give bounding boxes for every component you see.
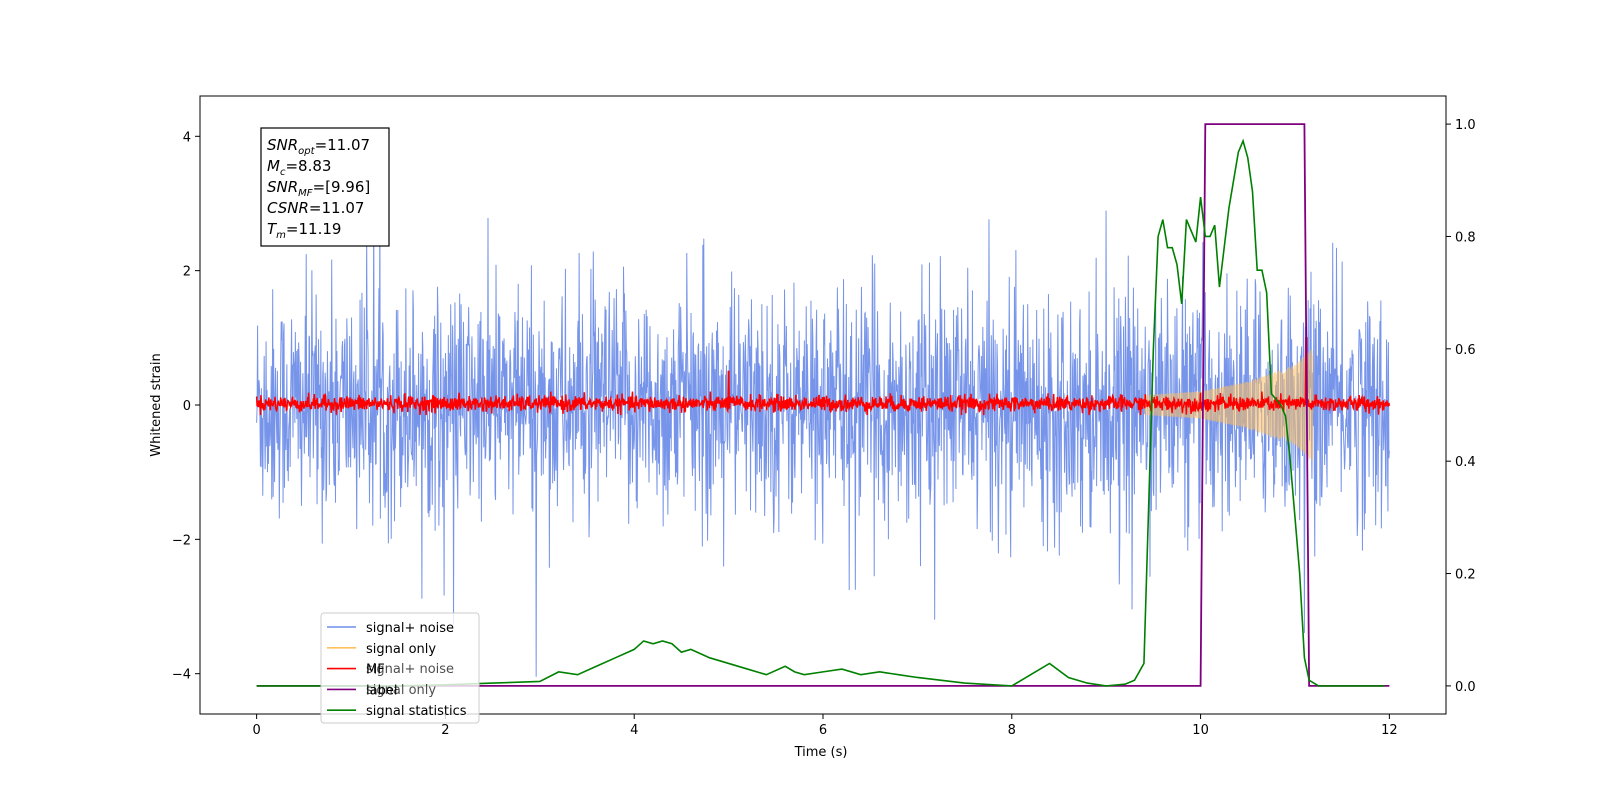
legend-frame	[320, 612, 480, 724]
annotation-symbol: M	[267, 157, 280, 175]
annotation-line: SNRopt=11.07	[267, 136, 370, 157]
legend-ghost-label: signal only	[366, 683, 436, 698]
legend-label: signal statistics	[366, 704, 467, 719]
annotation-subscript: c	[280, 167, 286, 178]
annotation-subscript: MF	[298, 188, 313, 199]
x-tick-label: 2	[441, 723, 449, 738]
annotation-line: SNRMF=[9.96]	[267, 178, 370, 199]
annotation-frame	[260, 127, 390, 247]
annotation-value: =11.19	[286, 220, 342, 238]
legend-label: signal+ noise	[366, 621, 454, 636]
y2-tick-label: 0.6	[1455, 343, 1476, 358]
y-tick-label: −4	[172, 668, 191, 683]
annotation-symbol: SNR	[267, 178, 298, 196]
legend-label: MF	[366, 663, 385, 678]
annotation-line: Tm=11.19	[267, 220, 341, 241]
legend-ghost-label: signal+ noise	[366, 662, 454, 677]
legend: signal+ noise signal only MF label signal st…	[320, 612, 480, 724]
x-tick-label: 6	[819, 723, 827, 738]
annotation-line: CSNR=11.07	[267, 199, 364, 217]
annotation-symbol: SNR	[267, 136, 298, 154]
annotation-value: =11.07	[315, 136, 371, 154]
signal-plus-noise-line	[256, 187, 1390, 677]
y2-tick-label: 0.8	[1455, 230, 1476, 245]
legend-label: label	[366, 683, 397, 698]
stats-annotation-box: SNRopt=11.07Mc=8.83SNRMF=[9.96]CSNR=11.0…	[260, 127, 390, 247]
x-axis-label: Time (s)	[794, 745, 848, 760]
plot-area	[255, 123, 1391, 687]
legend-label: signal only	[366, 642, 436, 657]
y-tick-label: 4	[183, 130, 191, 145]
x-tick-label: 8	[1008, 723, 1016, 738]
x-tick-label: 4	[630, 723, 638, 738]
y-axis-right: 0.0 0.2 0.4 0.6 0.8 1.0	[1446, 118, 1476, 695]
annotation-value: =8.83	[285, 157, 331, 175]
annotation-subscript: opt	[298, 146, 315, 157]
y2-tick-label: 0.0	[1455, 680, 1476, 695]
y-axis-label: Whitened strain	[149, 353, 164, 456]
y2-tick-label: 1.0	[1455, 118, 1476, 133]
series-layer	[255, 123, 1391, 687]
x-tick-label: 0	[252, 723, 260, 738]
x-tick-label: 10	[1192, 723, 1209, 738]
x-tick-label: 12	[1381, 723, 1398, 738]
annotation-subscript: m	[276, 230, 286, 241]
y-axis-left: −4 −2 0 2 4	[172, 130, 200, 683]
y2-tick-label: 0.2	[1455, 568, 1476, 583]
mf-line	[255, 337, 1391, 416]
annotation-value: =11.07	[309, 199, 365, 217]
annotation-symbol: T	[267, 220, 278, 238]
y-tick-label: 2	[183, 265, 191, 280]
y-tick-label: 0	[183, 399, 191, 414]
y-tick-label: −2	[172, 533, 191, 548]
signal-statistics-line	[256, 138, 1385, 687]
y2-tick-label: 0.4	[1455, 455, 1476, 470]
annotation-symbol: CSNR	[267, 199, 309, 217]
annotation-line: Mc=8.83	[267, 157, 331, 178]
annotation-value: =[9.96]	[313, 178, 371, 196]
